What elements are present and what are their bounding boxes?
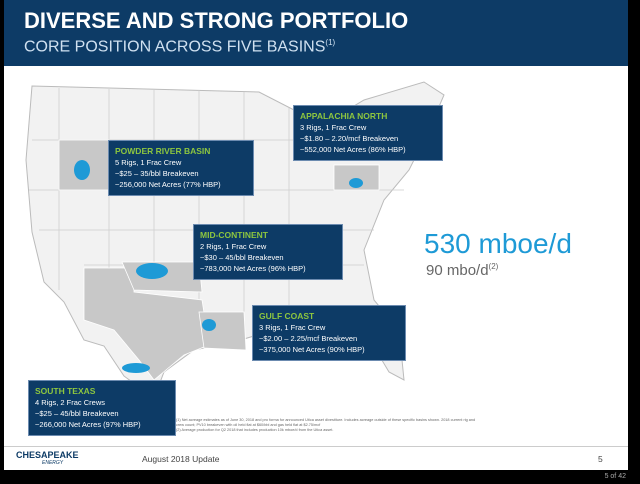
basin-name: GULF COAST (259, 311, 315, 321)
basin-detail: ~552,000 Net Acres (86% HBP) (300, 145, 406, 154)
basin-name: SOUTH TEXAS (35, 386, 96, 396)
footnote-ref: (2) (488, 262, 499, 271)
footnote-ref: (1) (325, 38, 336, 47)
footnote: (2) Average production for Q2 2018 that … (176, 428, 334, 432)
header-band: DIVERSE AND STRONG PORTFOLIO CORE POSITI… (4, 0, 628, 66)
basin-detail: 2 Rigs, 1 Frac Crew (200, 242, 267, 251)
basin-detail: ~$30 – 45/bbl Breakeven (200, 253, 284, 262)
basin-callout: GULF COAST 3 Rigs, 1 Frac Crew ~$2.00 – 2.… (252, 305, 406, 361)
basin-states (58, 139, 380, 381)
basin-detail: ~256,000 Net Acres (77% HBP) (115, 180, 221, 189)
basin-detail: ~375,000 Net Acres (90% HBP) (259, 345, 365, 354)
basin-callout: SOUTH TEXAS 4 Rigs, 2 Frac Crews ~$25 – 45… (28, 380, 176, 436)
footer-text: August 2018 Update (142, 454, 220, 464)
basin-detail: ~$25 – 45/bbl Breakeven (35, 409, 119, 418)
basin-name: POWDER RIVER BASIN (115, 146, 211, 156)
footnotes: (1) Net acreage estimates as of June 30,… (176, 418, 476, 433)
footer-rule (4, 446, 628, 447)
production-oil: 90 mbo/d(2) (426, 262, 498, 279)
basin-detail: 3 Rigs, 1 Frac Crew (300, 123, 367, 132)
basin-name: MID-CONTINENT (200, 230, 268, 240)
production-total: 530 mboe/d (424, 228, 572, 259)
basin-callout: APPALACHIA NORTH 3 Rigs, 1 Frac Crew ~$1.8… (293, 105, 443, 161)
production-oil-text: 90 mbo/d (426, 262, 489, 279)
subtitle-text: CORE POSITION ACROSS FIVE BASINS (24, 38, 326, 56)
basin-callout: MID-CONTINENT 2 Rigs, 1 Frac Crew ~$30 – 4… (193, 224, 343, 280)
title: DIVERSE AND STRONG PORTFOLIO (24, 8, 409, 33)
logo-sub: ENERGY (42, 460, 64, 466)
basin-detail: ~$2.00 – 2.25/mcf Breakeven (259, 334, 358, 343)
subtitle: CORE POSITION ACROSS FIVE BASINS(1) (24, 38, 335, 56)
basin-areas (74, 160, 363, 373)
basin-callout: POWDER RIVER BASIN 5 Rigs, 1 Frac Crew ~$2… (108, 140, 254, 196)
basin-detail: ~$25 – 35/bbl Breakeven (115, 169, 199, 178)
basin-detail: 5 Rigs, 1 Frac Crew (115, 158, 182, 167)
basin-detail: ~$1.80 – 2.20/mcf Breakeven (300, 134, 399, 143)
basin-detail: 4 Rigs, 2 Frac Crews (35, 398, 106, 407)
slide: DIVERSE AND STRONG PORTFOLIO CORE POSITI… (4, 0, 628, 470)
page-number: 5 (598, 454, 603, 464)
basin-detail: 3 Rigs, 1 Frac Crew (259, 323, 326, 332)
logo: CHESAPEAKE (16, 450, 79, 460)
basin-detail: ~266,000 Net Acres (97% HBP) (35, 420, 141, 429)
basin-name: APPALACHIA NORTH (300, 111, 388, 121)
basin-detail: ~783,000 Net Acres (96% HBP) (200, 264, 306, 273)
footnote: (1) Net acreage estimates as of June 30,… (176, 418, 476, 427)
page-count: 5 of 42 (604, 473, 626, 480)
